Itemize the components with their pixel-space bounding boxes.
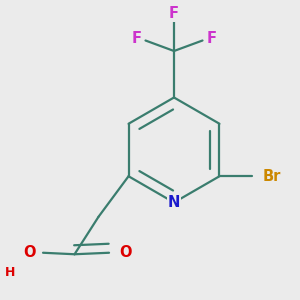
- Text: H: H: [5, 266, 15, 279]
- Text: O: O: [23, 245, 36, 260]
- Text: Br: Br: [263, 169, 281, 184]
- Text: O: O: [119, 245, 132, 260]
- Text: N: N: [168, 195, 180, 210]
- Text: F: F: [131, 32, 142, 46]
- Text: F: F: [206, 32, 217, 46]
- Text: F: F: [169, 6, 179, 21]
